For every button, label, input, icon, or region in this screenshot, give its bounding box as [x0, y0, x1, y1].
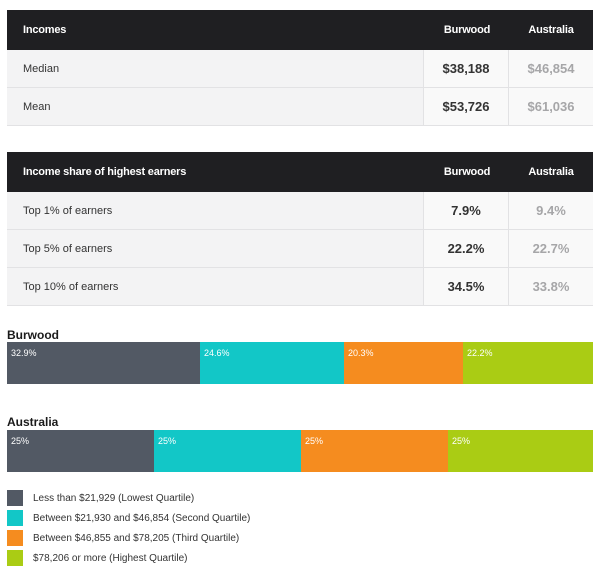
row-label: Top 5% of earners [23, 242, 113, 255]
burwood-value: 34.5% [423, 268, 508, 305]
share-header-australia: Australia [528, 166, 574, 178]
legend-label: Between $46,855 and $78,205 (Third Quart… [33, 532, 240, 544]
row-label: Mean [23, 100, 51, 113]
stacked-bar-australia: 25% 25% 25% 25% [7, 430, 593, 472]
legend-item: $78,206 or more (Highest Quartile) [7, 548, 250, 568]
burwood-value: $38,188 [423, 50, 508, 87]
burwood-value: 7.9% [423, 192, 508, 229]
legend-swatch-q3 [7, 530, 23, 546]
bar-segment-label: 24.6% [204, 348, 230, 358]
australia-value: $46,854 [508, 50, 593, 87]
stacked-bar-burwood: 32.9% 24.6% 20.3% 22.2% [7, 342, 593, 384]
australia-value: $61,036 [508, 88, 593, 125]
legend-swatch-q4 [7, 550, 23, 566]
table-row: Mean $53,726 $61,036 [7, 88, 593, 126]
bar-title-burwood: Burwood [7, 328, 59, 342]
burwood-value: 22.2% [423, 230, 508, 267]
legend-swatch-q2 [7, 510, 23, 526]
incomes-header-label: Incomes [23, 24, 67, 36]
bar-segment-label: 25% [305, 436, 324, 446]
legend-label: Between $21,930 and $46,854 (Second Quar… [33, 512, 251, 524]
bar-segment-label: 32.9% [11, 348, 37, 358]
bar-segment-q3: 25% [301, 430, 448, 472]
legend-item: Between $21,930 and $46,854 (Second Quar… [7, 508, 250, 528]
bar-segment-label: 20.3% [348, 348, 374, 358]
row-label: Top 1% of earners [23, 204, 113, 217]
incomes-table: Incomes Burwood Australia Median $38,188… [7, 10, 593, 126]
legend-item: Between $46,855 and $78,205 (Third Quart… [7, 528, 250, 548]
legend-label: Less than $21,929 (Lowest Quartile) [33, 492, 195, 504]
table-row: Top 1% of earners 7.9% 9.4% [7, 192, 593, 230]
bar-segment-label: 25% [452, 436, 471, 446]
share-table-header: Income share of highest earners Burwood … [7, 152, 593, 192]
bar-segment-q2: 25% [154, 430, 301, 472]
legend-label: $78,206 or more (Highest Quartile) [33, 552, 188, 564]
table-row: Median $38,188 $46,854 [7, 50, 593, 88]
bar-segment-label: 25% [158, 436, 177, 446]
incomes-header-australia: Australia [528, 24, 574, 36]
bar-segment-q4: 22.2% [463, 342, 593, 384]
legend-swatch-q1 [7, 490, 23, 506]
australia-value: 22.7% [508, 230, 593, 267]
row-label: Top 10% of earners [23, 280, 119, 293]
incomes-table-header: Incomes Burwood Australia [7, 10, 593, 50]
bar-segment-q4: 25% [448, 430, 593, 472]
burwood-value: $53,726 [423, 88, 508, 125]
incomes-header-burwood: Burwood [443, 24, 491, 36]
australia-value: 9.4% [508, 192, 593, 229]
bar-segment-q1: 32.9% [7, 342, 200, 384]
table-row: Top 5% of earners 22.2% 22.7% [7, 230, 593, 268]
share-header-label: Income share of highest earners [23, 166, 187, 178]
bar-segment-q2: 24.6% [200, 342, 344, 384]
chart-legend: Less than $21,929 (Lowest Quartile) Betw… [7, 488, 250, 568]
bar-segment-q1: 25% [7, 430, 154, 472]
row-label: Median [23, 62, 60, 75]
income-share-table: Income share of highest earners Burwood … [7, 152, 593, 306]
bar-title-australia: Australia [7, 415, 59, 429]
bar-segment-q3: 20.3% [344, 342, 463, 384]
bar-segment-label: 25% [11, 436, 30, 446]
legend-item: Less than $21,929 (Lowest Quartile) [7, 488, 250, 508]
table-row: Top 10% of earners 34.5% 33.8% [7, 268, 593, 306]
australia-value: 33.8% [508, 268, 593, 305]
share-header-burwood: Burwood [443, 166, 491, 178]
bar-segment-label: 22.2% [467, 348, 493, 358]
